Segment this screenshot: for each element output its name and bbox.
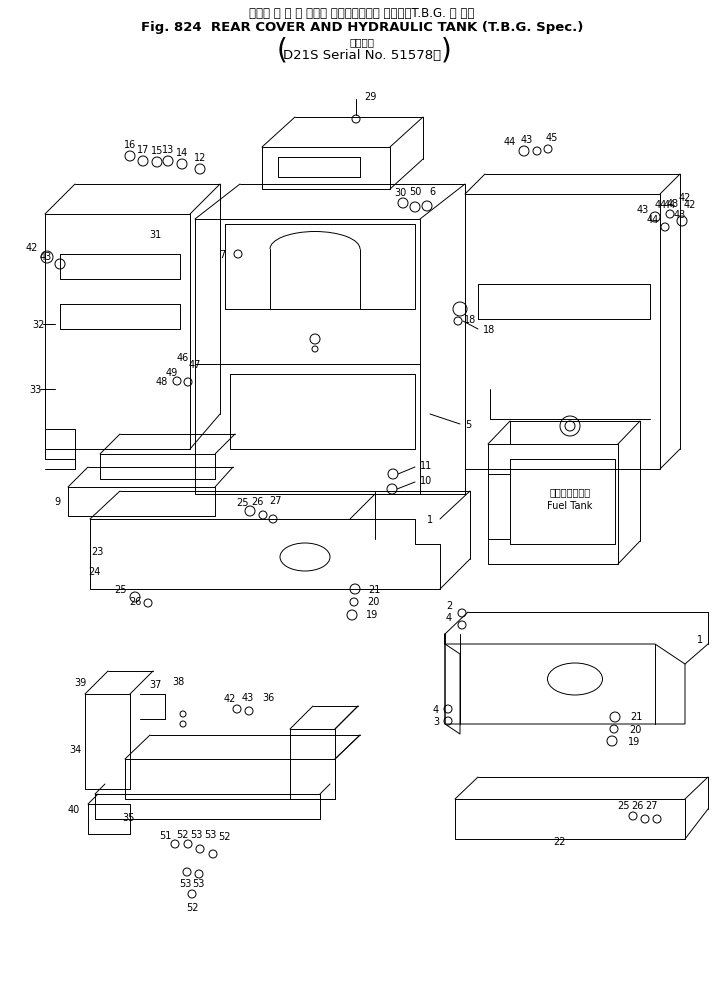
Text: 30: 30 [394,187,406,197]
Text: 44: 44 [664,199,676,209]
Text: 14: 14 [176,148,188,158]
Text: 44: 44 [504,137,516,147]
Text: 適用号機: 適用号機 [349,37,375,47]
Text: 42: 42 [224,693,236,703]
Text: 42: 42 [26,242,38,253]
Text: 17: 17 [137,145,149,155]
Text: 19: 19 [366,609,378,619]
Text: 50: 50 [408,186,422,196]
Text: 18: 18 [464,315,476,325]
Text: 43: 43 [667,198,679,208]
Text: 7: 7 [219,249,225,260]
Text: 43: 43 [521,135,533,145]
Text: 16: 16 [124,140,136,150]
Text: 43: 43 [674,209,686,219]
Text: 31: 31 [149,229,161,239]
Text: 27: 27 [269,496,281,505]
Text: 4: 4 [433,704,439,714]
Text: 35: 35 [121,813,134,823]
Text: 20: 20 [629,724,641,734]
Text: 42: 42 [684,199,696,209]
Text: 26: 26 [129,596,141,606]
Text: 48: 48 [156,377,168,387]
Text: 23: 23 [91,546,103,556]
Text: 18: 18 [483,325,495,335]
Text: 27: 27 [645,801,657,811]
Text: 52: 52 [176,830,188,839]
Text: Fuel Tank: Fuel Tank [547,501,593,510]
Text: 26: 26 [630,801,643,811]
Text: 46: 46 [177,353,189,363]
Text: 45: 45 [546,133,558,143]
Text: 24: 24 [87,566,100,576]
Text: 21: 21 [368,584,380,594]
Text: 5: 5 [465,420,471,430]
Text: 38: 38 [172,676,184,686]
Text: 12: 12 [194,153,206,163]
Text: 21: 21 [630,711,642,721]
Text: 25: 25 [114,584,127,594]
Text: 6: 6 [429,186,435,196]
Text: 25: 25 [236,498,248,507]
Text: 40: 40 [68,805,80,815]
Text: 10: 10 [420,476,432,486]
Text: 52: 52 [186,902,198,912]
Text: 49: 49 [166,368,178,378]
Text: 20: 20 [367,596,380,606]
Text: Fig. 824  REAR COVER AND HYDRAULIC TANK (T.B.G. Spec.): Fig. 824 REAR COVER AND HYDRAULIC TANK (… [141,20,583,33]
Text: 11: 11 [420,461,432,471]
Text: 32: 32 [32,320,44,330]
Text: 52: 52 [218,832,230,841]
Text: 37: 37 [149,679,161,689]
Text: 36: 36 [262,692,274,702]
Text: 19: 19 [628,736,641,746]
Text: 53: 53 [204,830,216,839]
Text: 4: 4 [446,612,452,622]
Text: フゥールタンク: フゥールタンク [549,487,591,497]
Text: 1: 1 [697,634,703,644]
Text: 15: 15 [151,146,163,156]
Text: 3: 3 [433,716,439,726]
Text: 29: 29 [364,92,376,102]
Text: 26: 26 [251,497,263,506]
Text: 47: 47 [189,360,201,370]
Text: 9: 9 [54,497,60,506]
Text: ): ) [440,36,451,64]
Text: 2: 2 [446,600,452,610]
Text: 44: 44 [647,214,659,224]
Text: 51: 51 [159,831,171,840]
Text: 44: 44 [655,199,667,209]
Text: (: ( [277,36,287,64]
Text: 43: 43 [637,204,649,214]
Text: 43: 43 [242,692,254,702]
Text: 53: 53 [179,878,191,888]
Text: 25: 25 [617,801,630,811]
Text: リャー カ バ ー および ハイドロリック タンク（T.B.G. 仕 様）: リャー カ バ ー および ハイドロリック タンク（T.B.G. 仕 様） [249,6,475,19]
Text: 39: 39 [74,677,86,687]
Text: 53: 53 [192,878,204,888]
Text: 33: 33 [29,385,41,395]
Text: 22: 22 [554,836,566,846]
Text: 43: 43 [40,252,52,262]
Text: 42: 42 [679,192,691,202]
Text: 34: 34 [69,744,81,755]
Text: 13: 13 [162,145,174,155]
Text: 1: 1 [427,514,433,524]
Text: D21S Serial No. 51578～: D21S Serial No. 51578～ [283,48,441,61]
Text: 53: 53 [190,830,202,839]
